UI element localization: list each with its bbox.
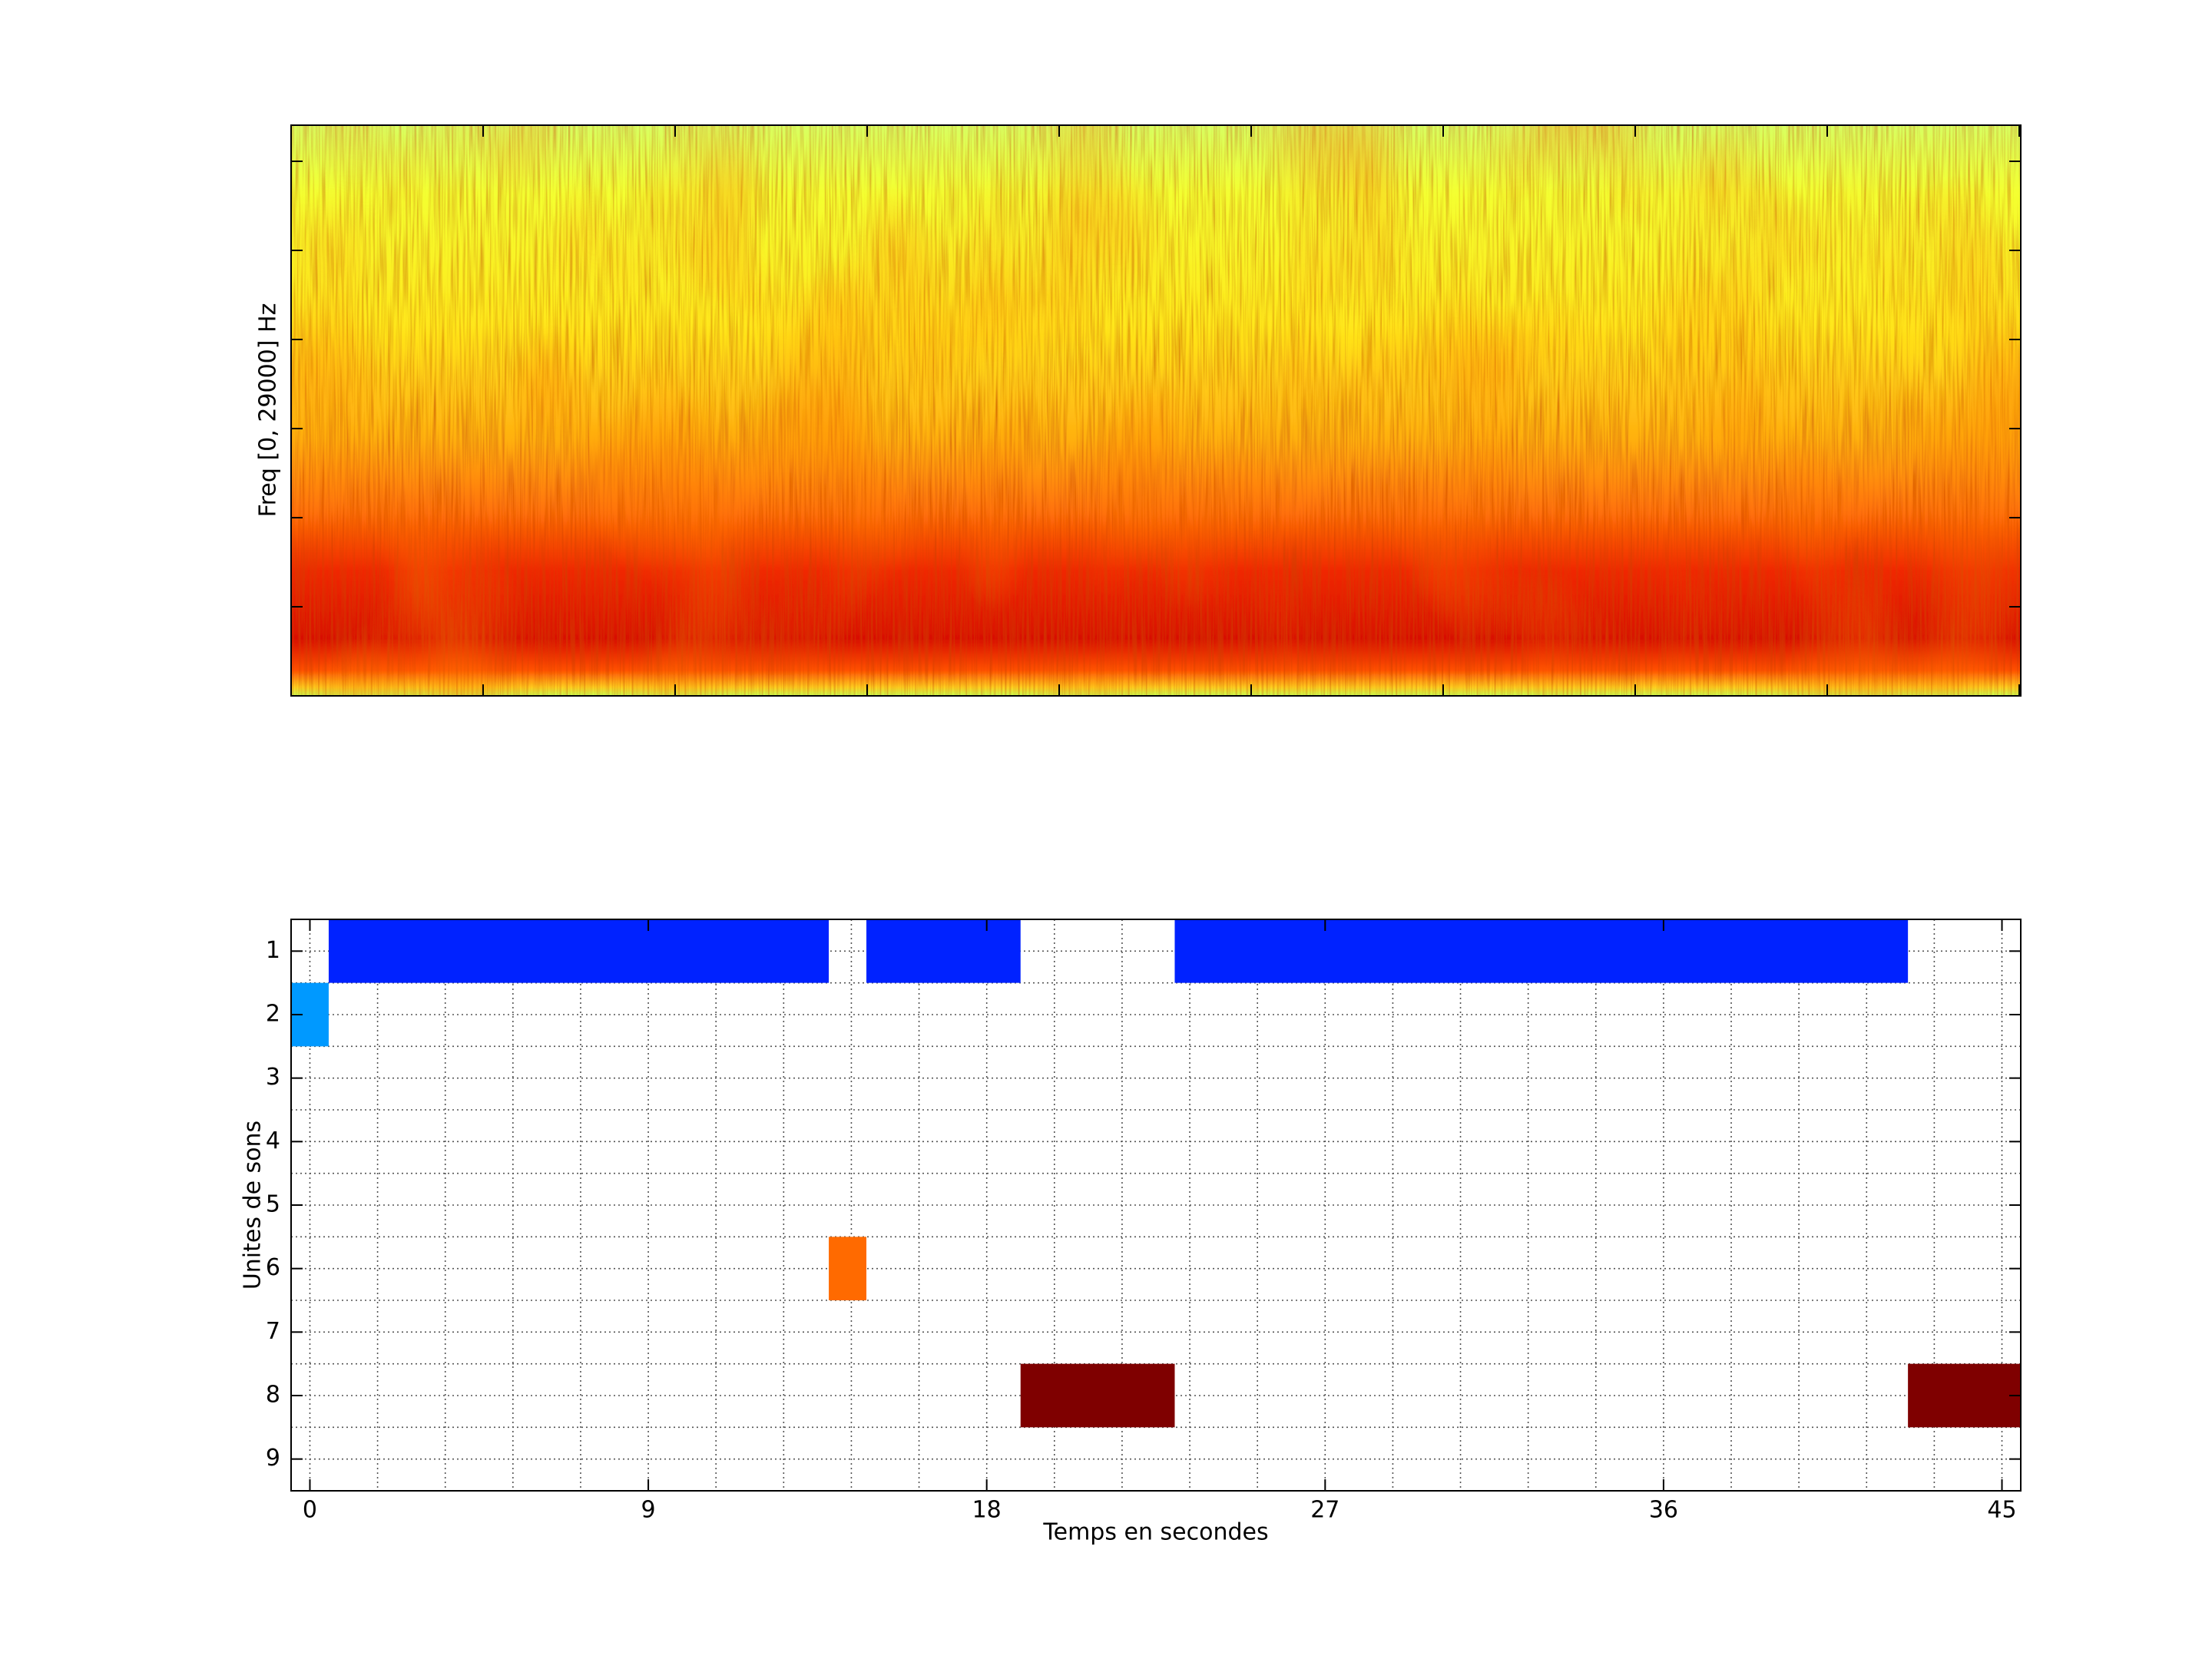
y-tick-label: 6 [266,1254,280,1281]
y-tick-label: 1 [266,937,280,964]
segment [866,919,1021,983]
y-axis-label: Unites de sons [240,1121,267,1290]
x-tick-label: 9 [641,1497,656,1524]
y-tick-label: 3 [266,1064,280,1091]
y-axis-label: Freq [0, 29000] Hz [255,303,282,518]
y-tick-label: 2 [266,1001,280,1028]
spectrogram-image [291,125,2021,696]
segment [1174,919,1909,983]
axes-frame [290,919,2022,1492]
y-tick-label: 4 [266,1128,280,1154]
x-tick-label: 0 [303,1497,317,1524]
segment [829,1237,867,1300]
segment [1908,1363,2021,1428]
y-tick-label: 8 [266,1382,280,1409]
x-tick-label: 36 [1649,1497,1678,1524]
y-tick-label: 5 [266,1191,280,1218]
segment [328,919,830,983]
x-axis-label: Temps en secondes [1042,1519,1268,1546]
x-tick-label: 45 [1987,1497,2016,1524]
x-tick-label: 18 [972,1497,1002,1524]
top-axes-frame [290,124,2022,697]
y-tick-label: 7 [266,1318,280,1345]
y-tick-label: 9 [266,1445,280,1472]
x-tick-label: 27 [1310,1497,1339,1524]
segment [1020,1363,1175,1428]
grid [291,919,2021,1491]
